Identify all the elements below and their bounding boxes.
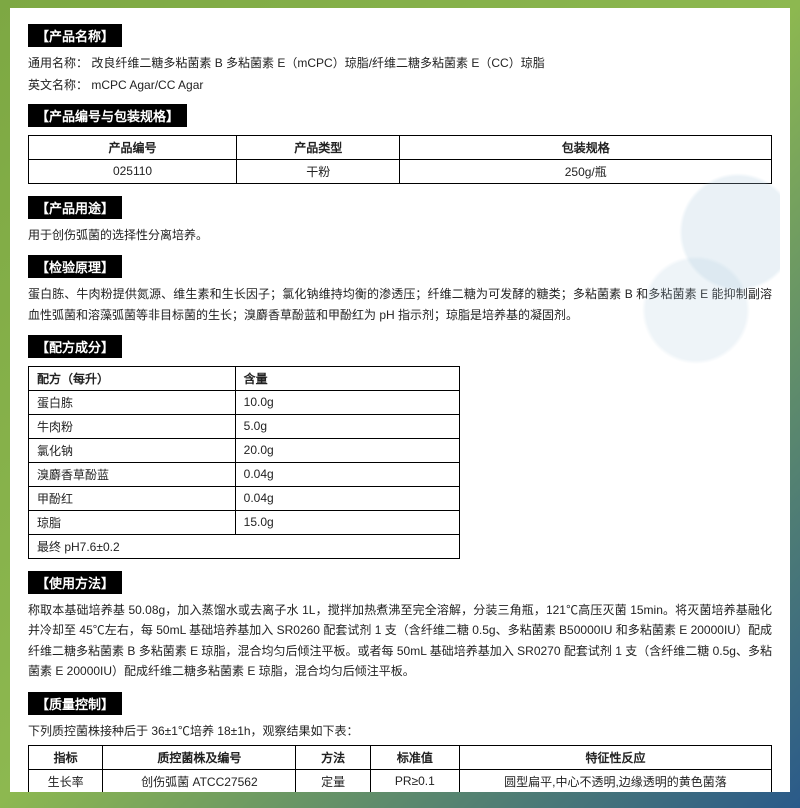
qc-cell: 定量 [296, 769, 370, 792]
code-cell: 025110 [29, 159, 237, 183]
formula-row: 蛋白胨10.0g [29, 390, 460, 414]
generic-name-label: 通用名称： [28, 56, 88, 70]
formula-cell: 蛋白胨 [29, 390, 236, 414]
formula-row: 甲酚红0.04g [29, 486, 460, 510]
formula-row: 溴麝香草酚蓝0.04g [29, 462, 460, 486]
formula-footer: 最终 pH7.6±0.2 [29, 534, 460, 558]
qc-cell: PR≥0.1 [370, 769, 459, 792]
section-title-formula: 配方成分 [28, 335, 122, 358]
formula-row: 琼脂15.0g [29, 510, 460, 534]
qc-header: 特征性反应 [459, 745, 771, 769]
principle-text: 蛋白胨、牛肉粉提供氮源、维生素和生长因子；氯化钠维持均衡的渗透压；纤维二糖为可发… [28, 284, 772, 325]
section-title-code: 产品编号与包装规格 [28, 104, 187, 127]
formula-cell: 琼脂 [29, 510, 236, 534]
qc-cell: 圆型扁平,中心不透明,边缘透明的黄色菌落 [459, 769, 771, 792]
formula-header: 含量 [235, 366, 459, 390]
section-title-usage: 产品用途 [28, 196, 122, 219]
formula-cell: 甲酚红 [29, 486, 236, 510]
generic-name-value: 改良纤维二糖多粘菌素 B 多粘菌素 E（mCPC）琼脂/纤维二糖多粘菌素 E（C… [91, 56, 544, 70]
code-header: 产品编号 [29, 135, 237, 159]
qc-cell: 生长率 [29, 769, 103, 792]
usage-text: 用于创伤弧菌的选择性分离培养。 [28, 225, 772, 245]
qc-table: 指标质控菌株及编号方法标准值特征性反应 生长率创伤弧菌 ATCC27562定量P… [28, 745, 772, 792]
formula-cell: 5.0g [235, 414, 459, 438]
qc-cell: 创伤弧菌 ATCC27562 [103, 769, 296, 792]
english-name-label: 英文名称： [28, 78, 88, 92]
qc-row: 生长率创伤弧菌 ATCC27562定量PR≥0.1圆型扁平,中心不透明,边缘透明… [29, 769, 772, 792]
english-name-line: 英文名称： mCPC Agar/CC Agar [28, 75, 772, 95]
formula-table: 配方（每升）含量 蛋白胨10.0g牛肉粉5.0g氯化钠20.0g溴麝香草酚蓝0.… [28, 366, 460, 559]
code-table: 产品编号产品类型包装规格 025110干粉250g/瓶 [28, 135, 772, 184]
formula-cell: 溴麝香草酚蓝 [29, 462, 236, 486]
formula-footer-row: 最终 pH7.6±0.2 [29, 534, 460, 558]
formula-cell: 20.0g [235, 438, 459, 462]
formula-header: 配方（每升） [29, 366, 236, 390]
method-text: 称取本基础培养基 50.08g，加入蒸馏水或去离子水 1L，搅拌加热煮沸至完全溶… [28, 600, 772, 682]
code-header: 包装规格 [400, 135, 772, 159]
english-name-value: mCPC Agar/CC Agar [91, 78, 203, 92]
code-cell: 干粉 [237, 159, 400, 183]
code-header: 产品类型 [237, 135, 400, 159]
formula-cell: 0.04g [235, 486, 459, 510]
section-title-principle: 检验原理 [28, 255, 122, 278]
document-page: 产品名称 通用名称： 改良纤维二糖多粘菌素 B 多粘菌素 E（mCPC）琼脂/纤… [10, 8, 790, 792]
qc-header: 标准值 [370, 745, 459, 769]
qc-header: 方法 [296, 745, 370, 769]
qc-header: 指标 [29, 745, 103, 769]
qc-intro: 下列质控菌株接种后于 36±1℃培养 18±1h，观察结果如下表： [28, 721, 772, 741]
section-title-qc: 质量控制 [28, 692, 122, 715]
formula-cell: 10.0g [235, 390, 459, 414]
formula-cell: 牛肉粉 [29, 414, 236, 438]
formula-cell: 氯化钠 [29, 438, 236, 462]
code-cell: 250g/瓶 [400, 159, 772, 183]
formula-cell: 0.04g [235, 462, 459, 486]
formula-row: 氯化钠20.0g [29, 438, 460, 462]
formula-row: 牛肉粉5.0g [29, 414, 460, 438]
section-title-method: 使用方法 [28, 571, 122, 594]
qc-header: 质控菌株及编号 [103, 745, 296, 769]
generic-name-line: 通用名称： 改良纤维二糖多粘菌素 B 多粘菌素 E（mCPC）琼脂/纤维二糖多粘… [28, 53, 772, 73]
formula-cell: 15.0g [235, 510, 459, 534]
section-title-name: 产品名称 [28, 24, 122, 47]
